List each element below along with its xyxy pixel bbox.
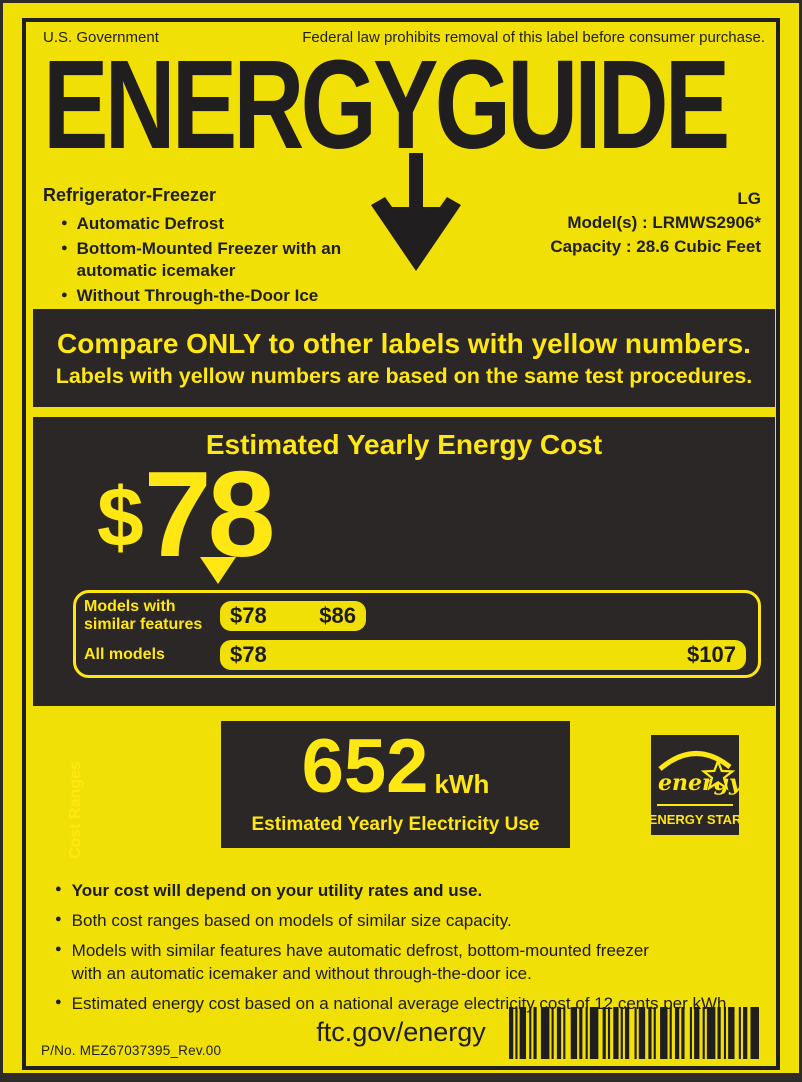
kwh-unit: kWh — [434, 768, 490, 799]
federal-notice-text: Federal law prohibits removal of this la… — [302, 29, 765, 46]
header-row: U.S. Government Federal law prohibits re… — [43, 29, 765, 46]
range-bar-similar-models: $78 $86 — [220, 600, 366, 631]
range-row-similar-models: Models with similar features $78 $86 — [84, 598, 746, 634]
compare-banner-line1: Compare ONLY to other labels with yellow… — [57, 327, 751, 359]
cost-title: Estimated Yearly Energy Cost — [205, 429, 603, 460]
range-label: Models with similar features — [84, 597, 203, 633]
product-category: Refrigerator-Freezer — [43, 185, 217, 205]
note-text: Both cost ranges based on models of simi… — [71, 910, 512, 930]
bullet-icon: ● — [55, 942, 62, 955]
bullet-icon: ● — [61, 289, 68, 302]
energy-guide-label: U.S. Government Federal law prohibits re… — [3, 3, 799, 1073]
energy-star-label: ENERGY STAR — [651, 812, 739, 827]
feature-text: Without Through-the-Door Ice — [76, 286, 319, 306]
compare-banner-line2: Labels with yellow numbers are based on … — [55, 363, 753, 388]
bullet-icon: ● — [55, 883, 62, 895]
capacity: Capacity : 28.6 Cubic Feet — [550, 237, 761, 257]
model-number: Model(s) : LRMWS2906* — [567, 213, 761, 233]
range-row-all-models: All models $78 $107 — [84, 640, 746, 671]
note-item: ● Both cost ranges based on models of si… — [55, 909, 771, 933]
note-text: Models with similar features have automa… — [71, 940, 649, 984]
range-min: $78 — [230, 602, 267, 628]
bullet-icon: ● — [61, 217, 68, 229]
compare-banner: Compare ONLY to other labels with yellow… — [33, 309, 775, 407]
currency-symbol: $ — [97, 470, 144, 564]
range-bar-all-models: $78 $107 — [220, 640, 746, 671]
cost-amount: 78 — [143, 446, 276, 582]
us-government-text: U.S. Government — [43, 29, 159, 46]
range-label: All models — [84, 646, 165, 664]
feature-item: ● Automatic Defrost — [61, 213, 351, 235]
feature-text: Automatic Defrost — [76, 214, 225, 233]
range-min: $78 — [230, 642, 267, 668]
kwh-value: 652 — [301, 724, 429, 810]
feature-item: ● Bottom-Mounted Freezer with an automat… — [61, 238, 351, 282]
feature-text: Bottom-Mounted Freezer with an automatic… — [76, 239, 342, 281]
yearly-cost-box: Estimated Yearly Energy Cost $ 78 Models… — [33, 417, 775, 859]
wordmark-energy: ENERGY — [43, 34, 439, 175]
feature-item: ● Without Through-the-Door Ice — [61, 285, 351, 307]
ftc-website-text: ftc.gov/energy — [316, 1017, 486, 1047]
note-item: ● Models with similar features have auto… — [55, 939, 771, 987]
model-info: LG Model(s) : LRMWS2906* Capacity : 28.6… — [550, 187, 761, 259]
electricity-use-box: 652 kWh Estimated Yearly Electricity Use — [221, 721, 570, 848]
bullet-icon: ● — [61, 242, 68, 255]
cost-pointer-icon — [200, 557, 236, 584]
bullet-icon: ● — [55, 912, 62, 925]
note-item: ● Estimated energy cost based on a natio… — [55, 992, 771, 1016]
energy-star-logo: energy ENERGY STAR — [651, 735, 739, 835]
note-item: ● Your cost will depend on your utility … — [55, 879, 771, 903]
product-info: Refrigerator-Freezer ● Automatic Defrost… — [43, 185, 373, 310]
wordmark-guide: GUIDE — [434, 34, 731, 175]
yearly-cost-value: $ 78 — [97, 446, 276, 582]
brand-name: LG — [737, 189, 761, 208]
note-text: Estimated energy cost based on a nationa… — [71, 994, 732, 1014]
range-max: $86 — [319, 602, 356, 628]
cost-ranges-axis-label: Cost Ranges — [67, 761, 84, 859]
note-text: Your cost will depend on your utility ra… — [71, 881, 483, 900]
range-max: $107 — [687, 642, 736, 668]
footnotes: ● Your cost will depend on your utility … — [55, 879, 771, 1022]
cost-ranges-box: Models with similar features $78 $86 All… — [67, 590, 761, 859]
star-icon — [700, 757, 736, 791]
barcode — [509, 1007, 759, 1059]
bullet-icon: ● — [55, 996, 62, 1009]
part-number: P/No. MEZ67037395_Rev.00 — [41, 1043, 222, 1058]
energyguide-wordmark: ENERGYGUIDE — [43, 42, 783, 168]
down-arrow-icon — [371, 153, 461, 271]
electricity-use-caption: Estimated Yearly Electricity Use — [251, 813, 540, 835]
